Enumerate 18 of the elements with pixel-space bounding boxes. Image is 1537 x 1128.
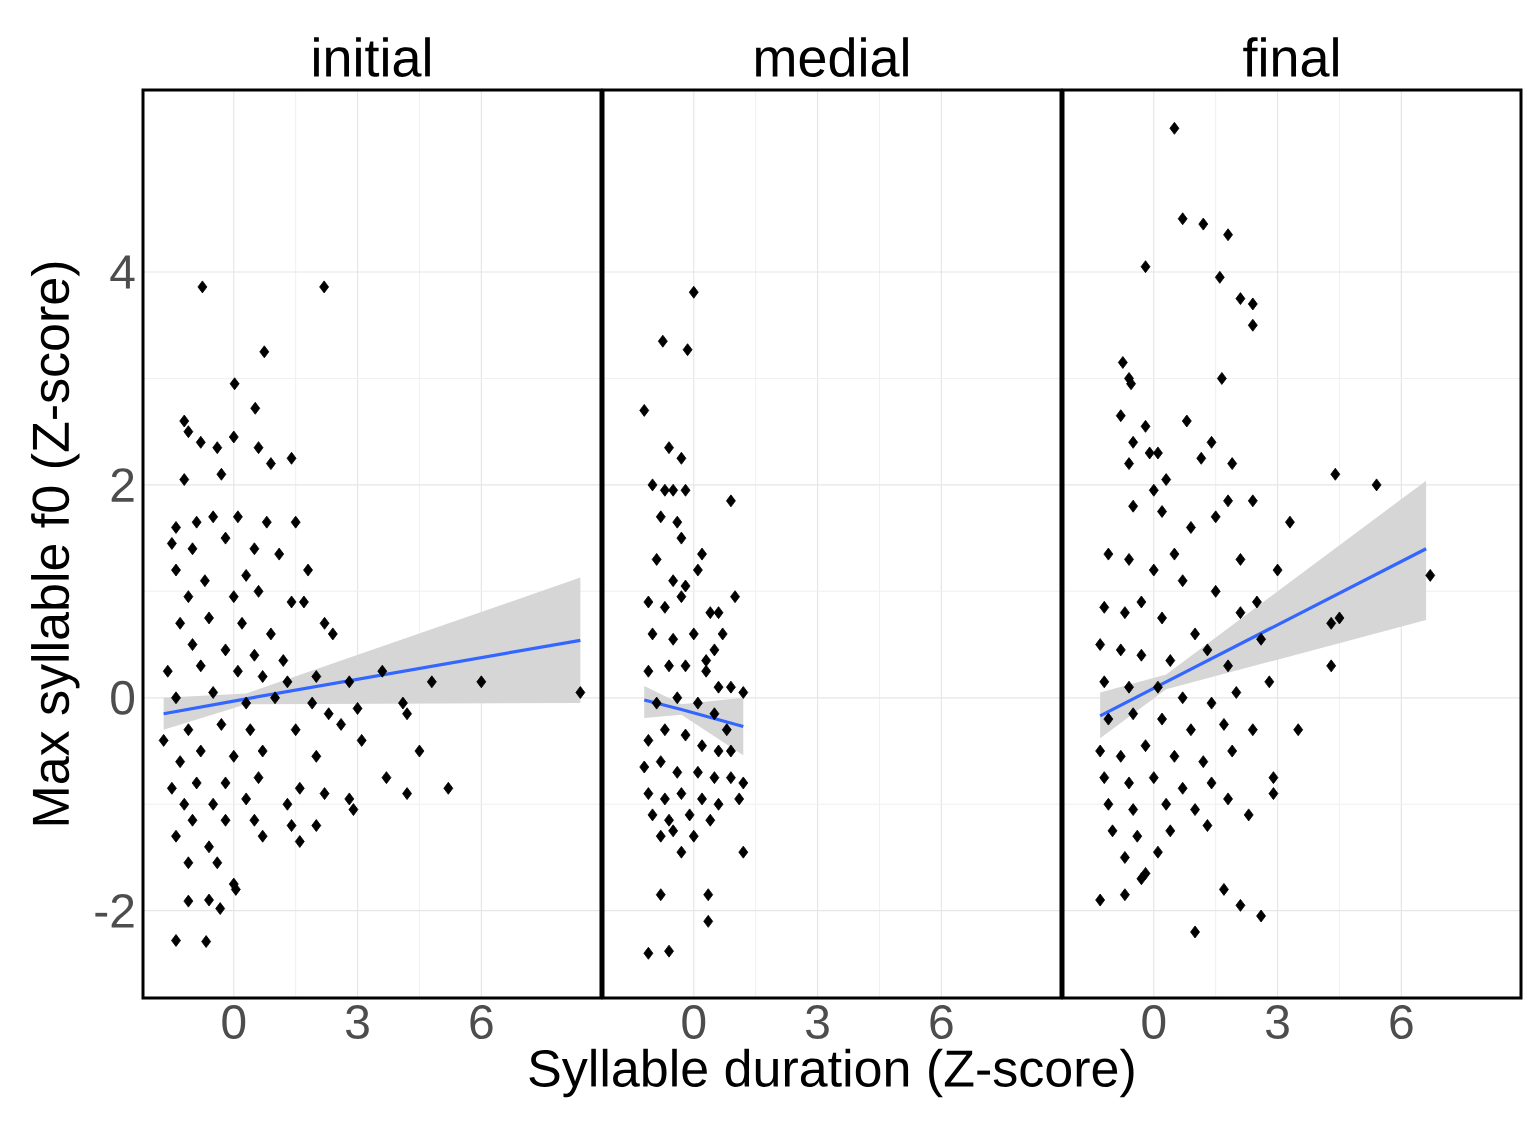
x-tick-label: 6 [470, 1005, 493, 1040]
x-tick-label: 3 [1266, 1005, 1289, 1040]
x-tick-label: 0 [1142, 1005, 1166, 1040]
x-tick-label: 3 [346, 1005, 369, 1040]
x-axis-title: Syllable duration (Z-score) [529, 1048, 1134, 1098]
x-tick-label: 3 [806, 1005, 829, 1040]
chart-title: medial [756, 37, 908, 77]
chart-title: final [1243, 37, 1338, 77]
y-tick-label: 0 [111, 680, 135, 715]
y-tick-label: 4 [110, 255, 135, 289]
x-tick-label: 0 [682, 1005, 706, 1040]
y-tick-label: 2 [111, 468, 134, 502]
y-axis-title: Max syllable f0 (Z-score) [31, 262, 80, 825]
y-tick-label: -2 [95, 893, 134, 928]
chart-title: initial [314, 37, 430, 77]
x-tick-label: 0 [222, 1005, 246, 1040]
x-tick-label: 6 [1390, 1005, 1413, 1040]
x-tick-label: 6 [930, 1005, 953, 1040]
